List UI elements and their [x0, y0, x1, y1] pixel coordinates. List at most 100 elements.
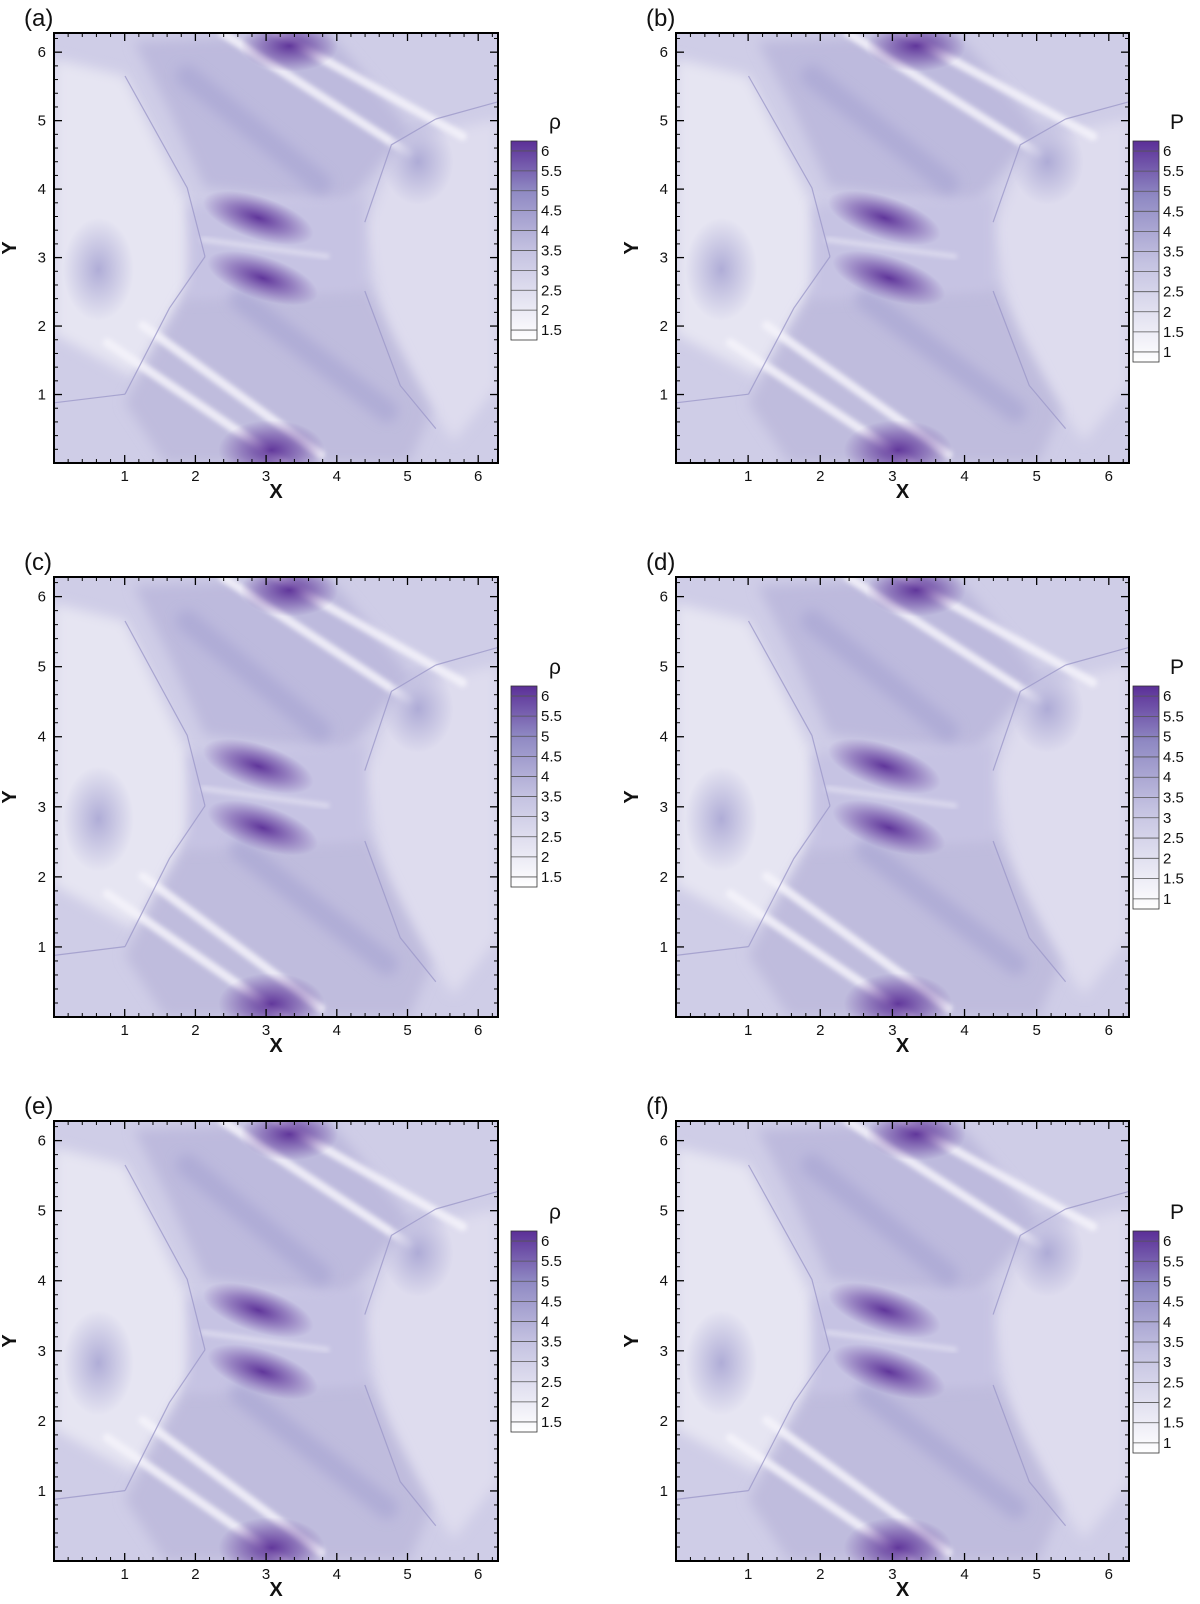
colorbar-tick-label: 4 [541, 1313, 549, 1330]
medium-band-2 [855, 838, 1027, 976]
colorbar-tick-label: 1.5 [1163, 871, 1184, 888]
shock-line-5 [676, 1490, 749, 1500]
y-tick-label: 1 [660, 939, 668, 956]
y-tick-label: 5 [660, 113, 668, 130]
shock-line-1 [124, 1164, 206, 1350]
side-blob-left [685, 217, 758, 322]
colorbar-tick-label: 4.5 [1163, 1294, 1184, 1311]
panel-label: (d) [646, 549, 675, 576]
vortex-lobe-upper [202, 738, 314, 794]
shock-line-3 [992, 118, 1066, 223]
y-tick-label: 6 [660, 589, 668, 606]
region-center-bottom [748, 832, 1061, 1017]
y-axis-title: Y [621, 1334, 643, 1348]
y-tick-label: 1 [38, 1483, 46, 1500]
shock-line-6 [435, 646, 498, 666]
side-blob-left [685, 1310, 758, 1416]
panel-label: (b) [646, 5, 675, 32]
colorbar-tick-label: 4 [1163, 769, 1171, 786]
colorbar-tick-label: 5.5 [541, 1253, 562, 1270]
colorbar-title: ρ [549, 111, 561, 134]
shock-line-6 [435, 1190, 498, 1210]
colorbar-tick-label: 1 [1163, 344, 1171, 361]
x-axis-title: X [896, 1035, 910, 1057]
colorbar-tick-label: 4 [1163, 1314, 1171, 1331]
shock-line-2 [124, 805, 206, 947]
x-tick-label: 6 [474, 1566, 482, 1583]
y-tick-label: 1 [660, 1483, 668, 1500]
colorbar-tick-label: 5 [1163, 729, 1171, 746]
x-tick-label: 6 [1105, 468, 1113, 485]
vortex-lobe-lower [832, 1344, 946, 1400]
x-tick-label: 1 [744, 1022, 752, 1039]
y-tick-label: 3 [660, 1343, 668, 1360]
x-tick-label: 4 [960, 468, 968, 485]
colorbar-tick-label: 3.5 [541, 242, 562, 259]
colorbar-tick-label: 2.5 [541, 282, 562, 299]
x-tick-label: 3 [888, 468, 896, 485]
plot-frame [53, 32, 499, 464]
colorbar-tick-label: 3 [1163, 810, 1171, 827]
colorbar-tick-label: 5 [541, 183, 549, 200]
side-blob-right [382, 665, 454, 753]
colorbar: 1 1.5 2 2.5 3 3.5 4 4.5 5 5.5 6 P [1132, 111, 1184, 363]
y-tick-label: 6 [660, 1133, 668, 1150]
medium-band-2 [229, 288, 398, 423]
region-right-light [364, 1209, 498, 1539]
shock-line-3 [992, 664, 1066, 771]
shock-line-3 [364, 664, 437, 771]
dense-blob-bottom [843, 1517, 953, 1561]
colorbar-tick-label: 4.5 [1163, 203, 1184, 220]
heatmap-field [54, 1121, 498, 1561]
y-tick-label: 2 [38, 318, 46, 335]
x-tick-label: 5 [1032, 1566, 1040, 1583]
colorbar-tick-label: 2.5 [1163, 830, 1184, 847]
colorbar-tick-label: 6 [541, 1233, 549, 1250]
medium-band-2 [855, 1382, 1027, 1520]
y-tick-label: 5 [660, 1203, 668, 1220]
colorbar-tick-label: 1.5 [541, 869, 562, 886]
shock-line-2 [124, 256, 206, 395]
shock-line-6 [1065, 101, 1129, 120]
colorbar: 1.5 2 2.5 3 3.5 4 4.5 5 5.5 6ρ [510, 656, 562, 888]
shock-line-4 [992, 290, 1067, 429]
vortex-lobe-upper [827, 738, 941, 794]
y-axis-title: Y [621, 241, 643, 255]
shock-line-1 [124, 620, 206, 806]
y-tick-label: 3 [38, 250, 46, 267]
x-axis-title: X [269, 481, 283, 503]
dense-blob-bottom [843, 973, 953, 1017]
plot-frame [675, 576, 1130, 1018]
x-tick-label: 5 [403, 1566, 411, 1583]
plot-frame [675, 32, 1130, 464]
colorbar-tick-label: 4.5 [541, 748, 562, 765]
x-tick-label: 2 [816, 1022, 824, 1039]
y-tick-label: 3 [38, 1343, 46, 1360]
vortex-lobe-upper [202, 190, 314, 246]
shock-line-6 [1065, 646, 1129, 666]
region-right-light [993, 1209, 1129, 1539]
colorbar: 1 1.5 2 2.5 3 3.5 4 4.5 5 5.5 6 P [1132, 1201, 1184, 1454]
colorbar-tick-label: 4 [1163, 223, 1171, 240]
panel-label: (f) [646, 1093, 669, 1120]
vortex-separator [200, 785, 330, 809]
colorbar-tick-label: 2.5 [1163, 1374, 1184, 1391]
y-tick-label: 3 [660, 799, 668, 816]
shock-line-1 [747, 620, 831, 806]
vortex-separator [825, 236, 958, 260]
vortex-lobe-lower [832, 250, 946, 306]
x-tick-label: 6 [474, 1022, 482, 1039]
x-tick-label: 6 [1105, 1022, 1113, 1039]
medium-band-1 [800, 610, 959, 742]
shock-line-1 [747, 1164, 831, 1350]
x-tick-label: 2 [191, 1022, 199, 1039]
dense-blob-top [240, 1121, 339, 1161]
side-blob-right [382, 1209, 454, 1297]
x-tick-label: 2 [191, 468, 199, 485]
x-axis-title: X [896, 1579, 910, 1601]
medium-band-2 [855, 288, 1027, 423]
shock-line-2 [747, 805, 831, 947]
colorbar-tick-label: 2.5 [1163, 284, 1184, 301]
